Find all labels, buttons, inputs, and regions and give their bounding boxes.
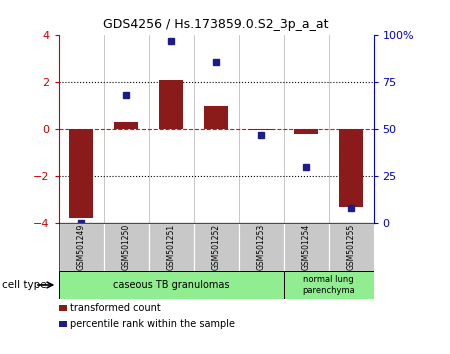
Text: GSM501253: GSM501253 — [256, 224, 266, 270]
Title: GDS4256 / Hs.173859.0.S2_3p_a_at: GDS4256 / Hs.173859.0.S2_3p_a_at — [103, 18, 329, 32]
Text: GSM501254: GSM501254 — [302, 224, 310, 270]
Bar — [158, 80, 184, 129]
Bar — [68, 129, 94, 218]
Bar — [284, 271, 374, 299]
Text: normal lung
parenchyma: normal lung parenchyma — [302, 275, 355, 295]
Text: GSM501255: GSM501255 — [346, 224, 356, 270]
Bar — [238, 223, 284, 271]
Text: GSM501251: GSM501251 — [166, 224, 176, 270]
Bar — [58, 223, 104, 271]
Bar — [328, 223, 374, 271]
Bar — [113, 122, 139, 129]
Text: GSM501249: GSM501249 — [76, 224, 86, 270]
Bar — [284, 223, 328, 271]
Bar — [293, 129, 319, 134]
Text: caseous TB granulomas: caseous TB granulomas — [113, 280, 229, 290]
Text: transformed count: transformed count — [70, 303, 161, 313]
Bar — [338, 129, 364, 207]
Text: GSM501250: GSM501250 — [122, 224, 130, 270]
Bar — [248, 129, 274, 130]
Bar — [104, 223, 148, 271]
Bar — [203, 106, 228, 129]
Text: percentile rank within the sample: percentile rank within the sample — [70, 319, 235, 329]
Bar — [194, 223, 238, 271]
Text: cell type: cell type — [2, 280, 47, 290]
Bar — [58, 271, 284, 299]
Bar — [148, 223, 194, 271]
Text: GSM501252: GSM501252 — [212, 224, 220, 270]
